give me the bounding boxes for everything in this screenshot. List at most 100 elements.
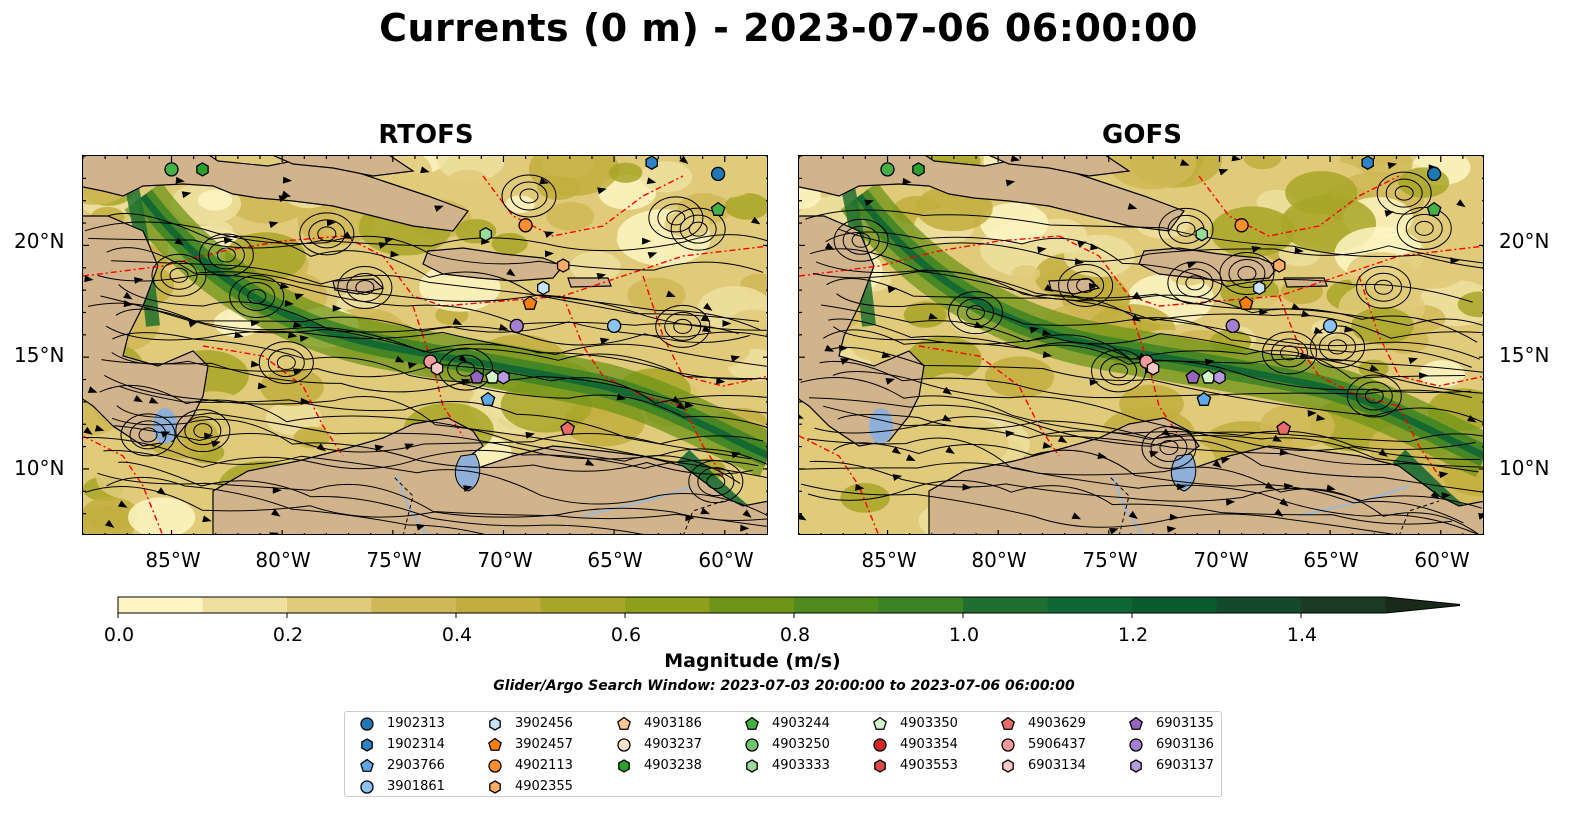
float-marker [497, 370, 510, 385]
float-marker [1272, 258, 1286, 273]
lon-label-70w: 70°W [477, 548, 533, 572]
float-marker [1146, 361, 1160, 376]
search-window-caption: Glider/Argo Search Window: 2023-07-03 20… [493, 678, 1075, 694]
legend-label: 4903333 [772, 758, 830, 773]
legend-label: 4902113 [515, 758, 573, 773]
float-marker [537, 280, 550, 296]
float-marker [1426, 166, 1442, 182]
float-marker [1361, 156, 1374, 170]
map-panel-rtofs [82, 155, 768, 535]
legend-label: 6903134 [1028, 758, 1086, 773]
float-marker [912, 162, 925, 177]
legend-marker-icon [618, 759, 630, 773]
legend-label: 4903237 [644, 737, 702, 752]
legend-marker-icon [617, 738, 631, 752]
float-marker [1213, 370, 1226, 385]
float-marker [522, 295, 538, 310]
legend-label: 6903137 [1156, 758, 1214, 773]
float-marker [1225, 318, 1240, 334]
float-marker [880, 162, 895, 177]
colorbar-tick-label: 0.4 [441, 624, 473, 646]
lon-label-60w: 60°W [698, 548, 754, 572]
legend-marker-icon [360, 717, 374, 731]
legend-marker-icon [873, 717, 887, 730]
panel-title-gofs: GOFS [1102, 120, 1182, 150]
lon-label-80w: 80°W [255, 548, 311, 572]
float-marker [518, 218, 533, 233]
legend-label: 4903354 [900, 737, 958, 752]
legend-label: 3902457 [515, 737, 573, 752]
float-marker [509, 318, 524, 334]
legend-label: 4903350 [900, 716, 958, 731]
colorbar-tick-label: 0.0 [103, 624, 135, 646]
legend-label: 2903766 [387, 758, 445, 773]
float-marker [469, 369, 485, 384]
legend-label: 1902314 [387, 737, 445, 752]
colorbar-tick-label: 1.4 [1286, 624, 1318, 646]
panel-title-rtofs: RTOFS [378, 120, 474, 150]
float-marker [1426, 201, 1442, 216]
legend-marker-icon [489, 717, 501, 731]
colorbar [117, 596, 1460, 618]
legend-label: 4902355 [515, 779, 573, 794]
colorbar-tick-label: 1.2 [1117, 624, 1149, 646]
float-marker [479, 226, 493, 242]
legend-label: 4903238 [644, 758, 702, 773]
lon-label-65w: 65°W [587, 548, 643, 572]
legend-marker-icon [1129, 738, 1143, 752]
legend-marker-icon [745, 738, 759, 752]
float-marker [645, 156, 658, 170]
lon-label-85w: 85°W [145, 548, 201, 572]
float-marker [480, 391, 496, 406]
float-marker [1196, 391, 1212, 406]
lon-label-80w-gofs: 80°W [971, 548, 1027, 572]
legend-marker-icon [489, 780, 501, 794]
lon-label-75w-gofs: 75°W [1082, 548, 1138, 572]
colorbar-title: Magnitude (m/s) [664, 650, 841, 672]
lon-label-75w: 75°W [366, 548, 422, 572]
legend-label: 5906437 [1028, 737, 1086, 752]
colorbar-tick-label: 0.6 [610, 624, 642, 646]
float-marker [606, 318, 622, 334]
float-marker [560, 420, 576, 436]
float-marker [710, 201, 726, 216]
float-marker [556, 258, 570, 273]
float-marker [1238, 295, 1254, 310]
legend-marker-icon [360, 780, 374, 794]
legend-marker-icon [361, 738, 373, 752]
colorbar-tick-label: 1.0 [948, 624, 980, 646]
legend-marker-icon [1002, 759, 1014, 773]
legend-marker-icon [746, 759, 758, 773]
lon-label-65w-gofs: 65°W [1303, 548, 1359, 572]
legend-marker-icon [360, 759, 374, 772]
float-legend: 1902313 1902314 2903766 3901861 3902456 39024… [344, 711, 1222, 797]
legend-label: 1902313 [387, 716, 445, 731]
colorbar-tick-label: 0.2 [272, 624, 304, 646]
legend-label: 4903244 [772, 716, 830, 731]
legend-marker-icon [1001, 717, 1015, 730]
lat-label-20n: 20°N [14, 229, 65, 253]
legend-marker-icon [745, 717, 759, 730]
map-panel-gofs [798, 155, 1484, 535]
map-canvas [799, 156, 1483, 534]
legend-label: 6903136 [1156, 737, 1214, 752]
float-marker [196, 162, 209, 177]
lat-label-10n-right: 10°N [1499, 456, 1550, 480]
legend-label: 4903250 [772, 737, 830, 752]
colorbar-tick-label: 0.8 [779, 624, 811, 646]
legend-marker-icon [1130, 759, 1142, 773]
legend-label: 4903186 [644, 716, 702, 731]
float-marker [1234, 218, 1249, 233]
legend-label: 3902456 [515, 716, 573, 731]
lat-label-15n: 15°N [14, 343, 65, 367]
lon-label-60w-gofs: 60°W [1414, 548, 1470, 572]
map-canvas [83, 156, 767, 534]
legend-marker-icon [874, 759, 886, 773]
float-marker [710, 166, 726, 182]
float-marker [1195, 226, 1209, 242]
legend-label: 4903629 [1028, 716, 1086, 731]
float-marker [1253, 280, 1266, 296]
figure-title: Currents (0 m) - 2023-07-06 06:00:00 [379, 6, 1198, 50]
float-marker [164, 162, 179, 177]
legend-label: 3901861 [387, 779, 445, 794]
